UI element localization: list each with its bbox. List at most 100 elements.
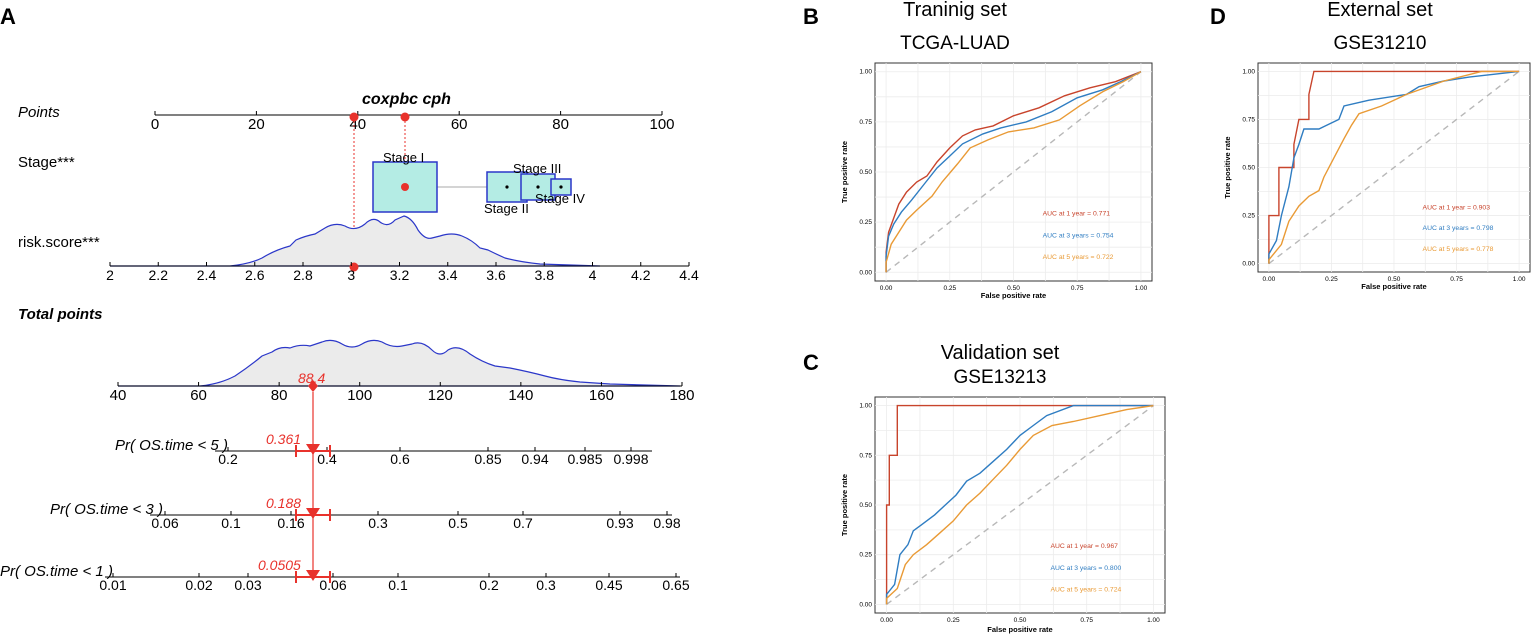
- roc-x-tick-label: 0.75: [1071, 285, 1084, 292]
- total-points-tick-label: 100: [347, 387, 372, 404]
- total-points-tick-label: 140: [508, 387, 533, 404]
- probability-tick-label: 0.01: [99, 577, 126, 593]
- nomogram: coxpbc cph Points 0 20 40 60 80 100 Stage*** …: [0, 91, 699, 593]
- total-points-tick-label: 120: [428, 387, 453, 404]
- probability-tick-label: 0.94: [521, 451, 548, 467]
- probability-tick-label: 0.985: [567, 451, 602, 467]
- probability-tick-label: 0.85: [474, 451, 501, 467]
- roc-curve-3-years: [885, 71, 1142, 273]
- points-tick-label: 20: [248, 116, 265, 133]
- stage-iv-label: Stage IV: [535, 191, 585, 206]
- points-ticks: 0 20 40 60 80 100: [151, 111, 675, 133]
- total-points-marker: [308, 380, 318, 392]
- roc-legend-entry: AUC at 3 years = 0.800: [1050, 565, 1121, 572]
- roc-title: External set: [1327, 0, 1433, 21]
- roc-subtitle: GSE13213: [954, 367, 1047, 388]
- roc-panel-c: Validation set GSE13213 0.00 0.00 0.25 0.25 0.…: [840, 342, 1166, 634]
- stage-ii-label: Stage II: [484, 201, 529, 216]
- risk-score-tick-label: 3.6: [486, 267, 506, 283]
- probability-tick-label: 0.3: [536, 577, 556, 593]
- roc-x-tick-label: 1.00: [1513, 276, 1526, 283]
- probability-tick-label: 0.65: [662, 577, 689, 593]
- roc-y-tick-label: 0.25: [1242, 213, 1255, 220]
- roc-reference-diagonal: [1268, 70, 1520, 265]
- roc-legend-entry: AUC at 5 years = 0.722: [1043, 254, 1114, 261]
- probability-tick-label: 0.4: [317, 451, 337, 467]
- probability-tick-label: 0.1: [221, 515, 241, 531]
- roc-y-tick-label: 0.75: [1242, 116, 1255, 123]
- stage-ii-dot: [505, 185, 509, 189]
- total-points-tick-label: 40: [110, 387, 127, 404]
- roc-x-tick-label: 1.00: [1147, 617, 1160, 624]
- risk-score-tick-label: 3.8: [535, 267, 555, 283]
- roc-x-tick-label: 0.50: [1014, 617, 1027, 624]
- roc-x-tick-label: 0.75: [1450, 276, 1463, 283]
- roc-ylabel: True positive rate: [1223, 136, 1232, 198]
- risk-score-tick-label: 2.2: [149, 267, 169, 283]
- roc-subtitle: TCGA-LUAD: [900, 33, 1010, 54]
- roc-curve-1-year: [1268, 70, 1520, 264]
- roc-y-tick-label: 0.50: [1242, 165, 1255, 172]
- probability-tick-label: 0.98: [653, 515, 680, 531]
- total-points-tick-label: 80: [271, 387, 288, 404]
- roc-xlabel: False positive rate: [981, 291, 1046, 300]
- probability-tick-label: 0.2: [218, 451, 238, 467]
- stage-iv-dot: [559, 185, 563, 189]
- total-points-tick-label: 180: [669, 387, 694, 404]
- stage-i-selected-dot: [401, 183, 409, 191]
- risk-score-density: [110, 215, 601, 267]
- panel-letter-b: B: [803, 4, 819, 29]
- probability-row: Pr( OS.time < 3 )0.06 0.1 0.16 0.3 0.5 0.7 0.9…: [50, 495, 681, 531]
- points-tick-label: 0: [151, 116, 159, 133]
- roc-x-tick-label: 0.75: [1080, 617, 1093, 624]
- roc-curve-5-years: [885, 404, 1154, 605]
- probability-value: 0.0505: [258, 557, 301, 573]
- probability-tick-label: 0.7: [513, 515, 533, 531]
- roc-x-tick-label: 0.00: [1263, 276, 1276, 283]
- roc-panel-b: Traninig set TCGA-LUAD 0.00 0.00 0.25 0.25 0.5…: [840, 0, 1153, 300]
- roc-ylabel: True positive rate: [840, 474, 849, 536]
- roc-y-tick-label: 1.00: [859, 403, 872, 410]
- probability-tick-label: 0.3: [368, 515, 388, 531]
- roc-legend-entry: AUC at 1 year = 0.903: [1423, 204, 1491, 211]
- roc-curve-1-year: [885, 71, 1142, 273]
- roc-legend-entry: AUC at 1 year = 0.967: [1050, 543, 1118, 550]
- total-points-tick-label: 160: [589, 387, 614, 404]
- panel-letter-c: C: [803, 350, 819, 375]
- roc-x-tick-label: 0.00: [880, 617, 893, 624]
- risk-score-ticks: 2 2.2 2.4 2.6 2.8 3 3.2 3.4 3.6 3.8 4 4.2 4.4: [106, 262, 699, 283]
- roc-x-tick-label: 0.25: [947, 617, 960, 624]
- roc-curve-1-year: [885, 404, 1154, 605]
- risk-score-tick-label: 2.4: [197, 267, 217, 283]
- points-tick-label: 80: [552, 116, 569, 133]
- probability-tick-label: 0.5: [448, 515, 468, 531]
- roc-y-tick-label: 0.50: [859, 502, 872, 509]
- roc-legend-entry: AUC at 5 years = 0.778: [1423, 246, 1494, 253]
- roc-xlabel: False positive rate: [1361, 282, 1426, 291]
- roc-x-tick-label: 0.50: [1007, 285, 1020, 292]
- roc-ylabel: True positive rate: [840, 141, 849, 203]
- roc-xlabel: False positive rate: [987, 625, 1052, 634]
- roc-y-tick-label: 0.75: [859, 119, 872, 126]
- panel-letter-a: A: [0, 4, 16, 29]
- roc-subtitle: GSE31210: [1334, 33, 1427, 54]
- probability-tick-label: 0.45: [595, 577, 622, 593]
- risk-score-label: risk.score***: [18, 234, 100, 251]
- probability-tick-label: 0.1: [388, 577, 408, 593]
- probability-value: 0.188: [266, 495, 301, 511]
- risk-score-tick-label: 3.4: [438, 267, 458, 283]
- stage-point-marker: [400, 112, 410, 122]
- panel-letter-d: D: [1210, 4, 1226, 29]
- roc-y-tick-label: 1.00: [859, 69, 872, 76]
- points-label: Points: [18, 104, 60, 121]
- roc-y-tick-label: 0.00: [1242, 261, 1255, 268]
- roc-y-tick-label: 0.25: [859, 552, 872, 559]
- roc-y-tick-label: 0.00: [859, 269, 872, 276]
- roc-legend-entry: AUC at 5 years = 0.724: [1050, 586, 1121, 593]
- roc-legend-entry: AUC at 3 years = 0.754: [1043, 232, 1114, 239]
- probability-tick-label: 0.06: [319, 577, 346, 593]
- roc-reference-diagonal: [886, 405, 1154, 605]
- stage-iii-label: Stage III: [513, 161, 561, 176]
- points-tick-label: 60: [451, 116, 468, 133]
